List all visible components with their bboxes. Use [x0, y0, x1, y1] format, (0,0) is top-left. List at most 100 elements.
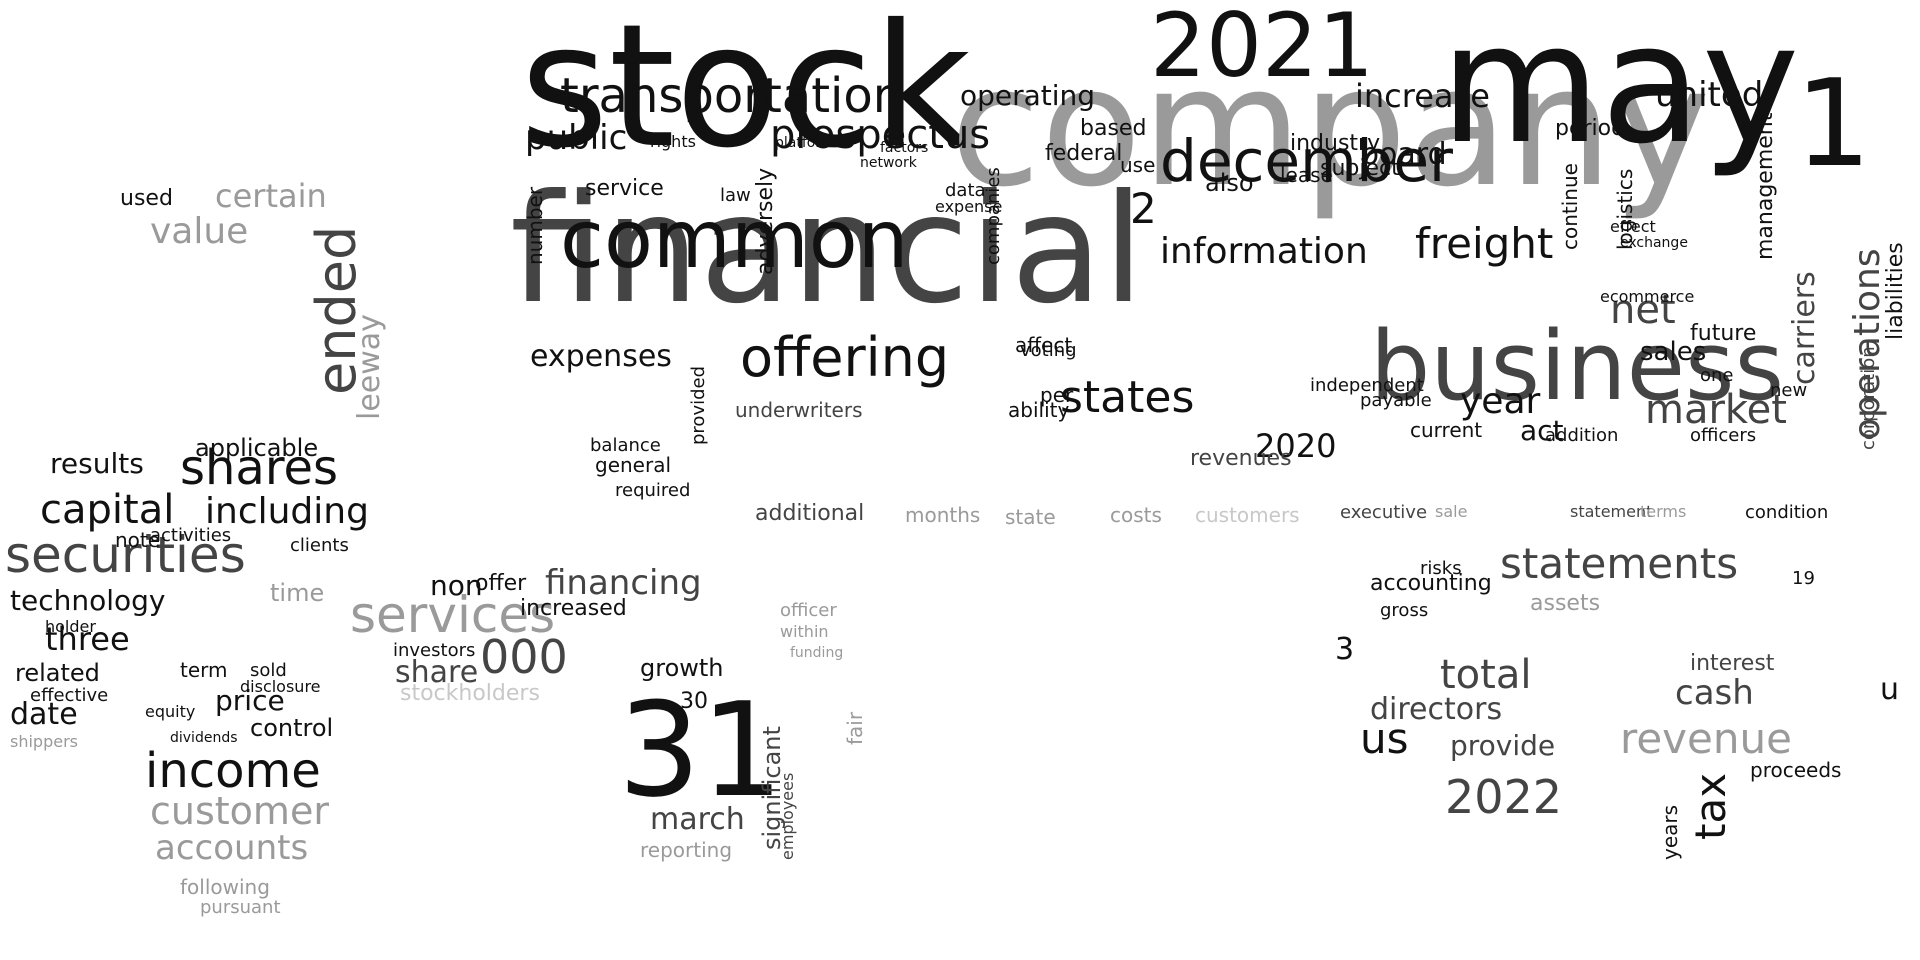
cloud-word: dividends: [170, 730, 238, 746]
cloud-word: condition: [1745, 502, 1829, 523]
cloud-word: financing: [545, 563, 702, 603]
cloud-word: sale: [1435, 502, 1468, 521]
cloud-word: control: [250, 714, 334, 742]
cloud-word: assets: [1530, 591, 1601, 616]
cloud-word: gross: [1380, 600, 1429, 621]
cloud-word: prospectus: [770, 112, 991, 158]
cloud-word: activities: [150, 525, 232, 546]
cloud-word: securities: [5, 526, 246, 584]
cloud-word: common: [560, 193, 909, 286]
cloud-word: investors: [393, 640, 476, 661]
cloud-word: law: [720, 185, 751, 206]
cloud-word: management: [1753, 112, 1778, 260]
cloud-word: related: [15, 659, 100, 687]
cloud-word: act: [1520, 414, 1564, 447]
cloud-word: u: [1880, 672, 1900, 707]
cloud-word: voting: [1020, 340, 1077, 361]
cloud-word: 2022: [1445, 770, 1563, 824]
cloud-word: states: [1060, 372, 1195, 423]
cloud-word: general: [595, 453, 672, 477]
cloud-word: effect: [1610, 217, 1656, 236]
cloud-word: year: [1460, 381, 1541, 422]
cloud-word: technology: [10, 584, 166, 617]
cloud-word: clients: [290, 535, 349, 556]
cloud-word: statement: [1570, 502, 1653, 521]
cloud-word: stockholders: [400, 681, 540, 706]
cloud-word: officer: [780, 600, 837, 621]
cloud-word: accounting: [1370, 571, 1492, 596]
cloud-word: disclosure: [240, 677, 321, 696]
cloud-word: share: [395, 655, 479, 690]
cloud-word: increase: [1355, 77, 1490, 115]
cloud-word: state: [1005, 505, 1056, 529]
cloud-word: time: [270, 579, 325, 607]
cloud-word: sales: [1640, 337, 1707, 367]
cloud-word: months: [905, 503, 981, 527]
cloud-word: growth: [640, 654, 724, 682]
cloud-word: continue: [1558, 163, 1582, 250]
cloud-word: network: [860, 155, 917, 171]
cloud-word: public: [525, 118, 628, 158]
cloud-word: cash: [1675, 673, 1754, 713]
cloud-word: additional: [755, 501, 865, 526]
cloud-word: non: [430, 569, 483, 602]
cloud-word: 19: [1792, 568, 1815, 589]
cloud-word: service: [585, 176, 664, 201]
cloud-word: customers: [1195, 503, 1300, 527]
cloud-word: 2020: [1255, 427, 1337, 465]
cloud-word: certain: [215, 177, 327, 215]
cloud-word: expenses: [530, 339, 672, 374]
cloud-word: executive: [1340, 502, 1428, 523]
cloud-word: information: [1160, 231, 1368, 272]
cloud-word: factors: [880, 140, 929, 156]
cloud-word: accounts: [155, 828, 309, 868]
cloud-word: officers: [1690, 425, 1757, 446]
cloud-word: following: [180, 875, 270, 899]
cloud-word: transportation: [560, 68, 904, 124]
cloud-word: balance: [590, 435, 661, 456]
cloud-word: us: [1360, 714, 1409, 763]
cloud-word: statements: [1500, 539, 1739, 588]
cloud-word: adversely: [753, 167, 778, 275]
cloud-word: new: [1770, 380, 1808, 401]
cloud-word: expense: [935, 197, 1003, 216]
cloud-word: reporting: [640, 838, 733, 862]
cloud-word: price: [215, 684, 285, 717]
cloud-word: business: [1370, 312, 1785, 422]
cloud-word: operating: [960, 79, 1096, 112]
cloud-word: addition: [1545, 425, 1619, 446]
cloud-word: underwriters: [735, 398, 863, 422]
cloud-word: number: [523, 186, 547, 265]
cloud-word: future: [1690, 321, 1757, 346]
cloud-word: customer: [150, 789, 329, 833]
cloud-word: board: [1360, 137, 1447, 172]
cloud-word: united: [1655, 75, 1764, 115]
cloud-word: provide: [1450, 729, 1556, 762]
cloud-word: holder: [45, 617, 96, 636]
cloud-word: also: [1205, 169, 1254, 197]
cloud-word: march: [650, 802, 745, 837]
cloud-word: lease: [1280, 163, 1333, 187]
cloud-word: fair: [843, 711, 867, 745]
cloud-word: 000: [480, 630, 568, 684]
cloud-word: provided: [688, 365, 709, 445]
cloud-word: 30: [680, 689, 708, 714]
cloud-word: independent: [1310, 375, 1424, 396]
cloud-word: used: [120, 186, 173, 211]
cloud-word: industry: [1290, 131, 1381, 156]
cloud-word: current: [1410, 418, 1483, 442]
cloud-word: leeway: [352, 314, 387, 420]
cloud-word: 31: [618, 674, 784, 826]
cloud-word: freight: [1415, 219, 1554, 268]
cloud-word: services: [350, 586, 556, 644]
cloud-word: note: [115, 528, 161, 552]
cloud-word: rights: [650, 132, 696, 151]
cloud-word: market: [1645, 387, 1787, 433]
cloud-word: interest: [1690, 651, 1775, 676]
cloud-word: sold: [250, 660, 287, 681]
cloud-word: years: [1658, 804, 1682, 860]
cloud-word: costs: [1110, 503, 1162, 527]
cloud-word: may: [1440, 0, 1800, 180]
cloud-word: subject: [1320, 156, 1400, 181]
cloud-word: platform: [775, 135, 835, 151]
